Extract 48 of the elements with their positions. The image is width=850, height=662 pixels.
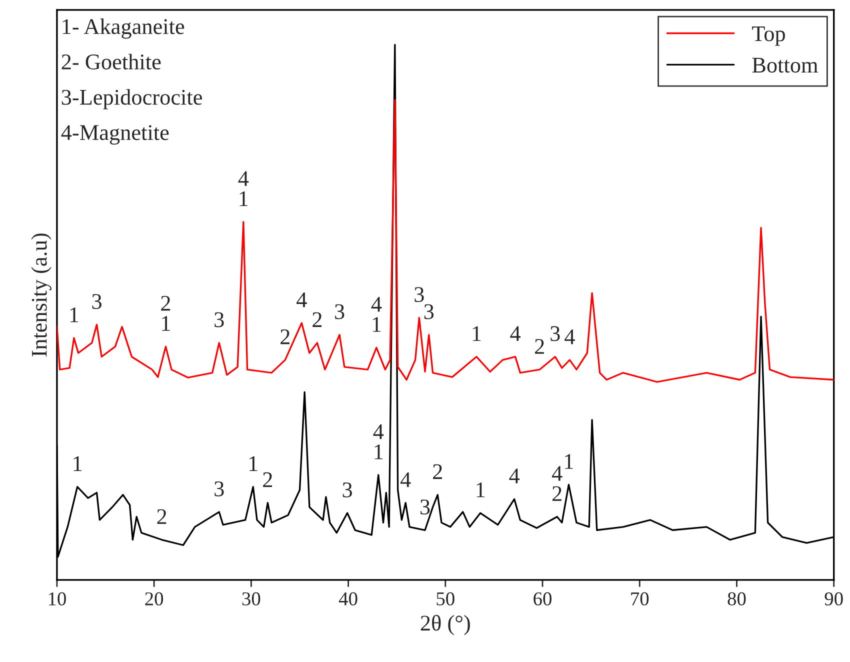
x-tick-label: 30 [242,592,260,606]
annotation: 3 [414,287,424,302]
annotation: 3 [550,326,560,342]
x-tick-label: 60 [534,592,552,606]
annotation: 2 [433,464,442,479]
annotation: 2 [535,339,544,354]
annotation: 4 [564,329,575,344]
annotation: 4 1 [371,297,382,332]
x-tick-label: 80 [728,592,746,606]
annotation: 2 [280,329,290,344]
x-tick-label: 10 [48,592,66,606]
annotation: 3 [335,304,344,320]
annotation: 3-Lepidocrocite [62,89,202,110]
x-tick-label: 40 [338,592,358,606]
annotation: 3 [214,312,224,328]
x-axis-title: 2θ (°) [420,614,470,636]
text: 1- Akaganeite [62,18,184,39]
annotation: 3 [214,481,224,496]
annotation: 2 [312,312,322,327]
annotation: 4 2 [552,466,562,501]
annotation: 1 [250,456,258,471]
annotation: 4 [510,326,521,341]
annotation: 1 [472,326,481,341]
legend-label: Bottom [752,58,818,73]
x-tick-label: 50 [436,592,454,606]
annotation: 1 [74,456,82,471]
annotation: 4 [400,472,411,487]
annotation: 3 [420,500,430,515]
annotation: 2 1 [161,296,170,331]
annotation: 4 1 [238,171,249,206]
annotation: 3 [342,482,352,498]
annotation: 4-Magnetite [61,125,169,145]
x-tick-label: 90 [824,592,843,606]
annotation: 4 [509,468,520,484]
annotation: 2 [157,509,166,524]
annotation: 1 [70,307,78,322]
annotation: 1 [476,482,485,498]
annotation: 3 [92,294,102,309]
annotation: 3 [424,304,434,320]
annotation: 1 [565,454,573,469]
x-tick-label: 20 [145,592,164,606]
annotation: 4 [296,292,307,308]
annotation: 2 [263,472,272,487]
legend-label: Top [752,26,785,46]
annotation: 2- Goethite [62,54,161,70]
annotation: 4 1 [373,424,384,460]
y-axis-title: Intensity (a.u) [31,234,52,356]
x-tick-label: 70 [631,592,649,606]
